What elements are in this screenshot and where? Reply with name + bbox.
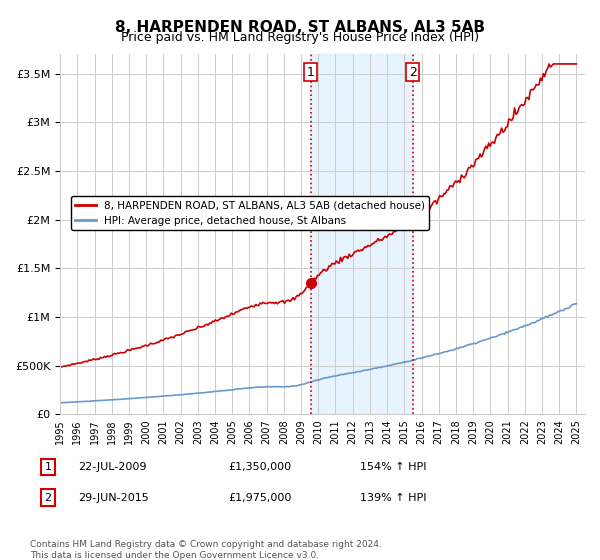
Text: 2: 2 [409,66,416,79]
Text: £1,350,000: £1,350,000 [228,462,291,472]
Text: 1: 1 [307,66,314,79]
Text: Price paid vs. HM Land Registry's House Price Index (HPI): Price paid vs. HM Land Registry's House … [121,31,479,44]
Text: 139% ↑ HPI: 139% ↑ HPI [360,493,427,503]
Text: 2: 2 [44,493,52,503]
Text: Contains HM Land Registry data © Crown copyright and database right 2024.
This d: Contains HM Land Registry data © Crown c… [30,540,382,560]
Text: 154% ↑ HPI: 154% ↑ HPI [360,462,427,472]
Bar [311,54,413,414]
Text: 1: 1 [44,462,52,472]
Text: 29-JUN-2015: 29-JUN-2015 [78,493,149,503]
Text: £1,975,000: £1,975,000 [228,493,292,503]
Text: 8, HARPENDEN ROAD, ST ALBANS, AL3 5AB: 8, HARPENDEN ROAD, ST ALBANS, AL3 5AB [115,20,485,35]
Text: 22-JUL-2009: 22-JUL-2009 [78,462,146,472]
Legend: 8, HARPENDEN ROAD, ST ALBANS, AL3 5AB (detached house), HPI: Average price, deta: 8, HARPENDEN ROAD, ST ALBANS, AL3 5AB (d… [71,197,429,230]
